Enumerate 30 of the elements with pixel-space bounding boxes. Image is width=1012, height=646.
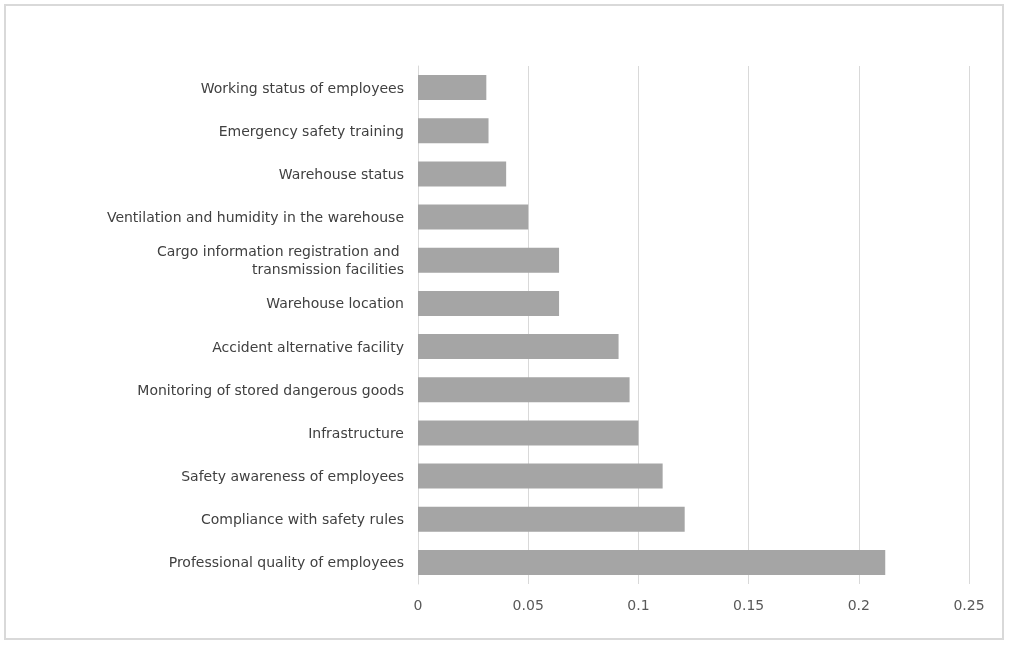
bar xyxy=(418,420,639,446)
x-tick-label: 0 xyxy=(413,597,423,613)
y-tick-label: Infrastructure xyxy=(308,424,404,441)
y-tick-label: Ventilation and humidity in the warehouse xyxy=(106,209,404,226)
bar xyxy=(418,118,489,144)
bar xyxy=(418,506,685,532)
x-tick-label: 0.15 xyxy=(733,597,765,613)
y-tick-label: Working status of employees xyxy=(200,79,404,96)
x-tick-label: 0.2 xyxy=(847,597,870,613)
bar xyxy=(418,290,560,316)
bar xyxy=(418,549,886,575)
y-tick-label: Monitoring of stored dangerous goods xyxy=(137,381,404,398)
y-tick-label: Professional quality of employees xyxy=(168,554,404,571)
bar xyxy=(418,75,487,101)
y-tick-label: Cargo information registration and transmission facilities xyxy=(156,243,404,278)
y-tick-label: Compliance with safety rules xyxy=(200,511,404,528)
bar xyxy=(418,161,507,187)
bar xyxy=(418,463,663,489)
y-tick-label: Safety awareness of employees xyxy=(181,468,404,485)
bar xyxy=(418,334,619,360)
x-tick-label: 0.1 xyxy=(627,597,650,613)
bar xyxy=(418,204,529,230)
y-tick-label: Emergency safety training xyxy=(218,122,404,139)
bar xyxy=(418,247,560,273)
y-tick-label: Warehouse location xyxy=(266,295,404,312)
x-tick-label: 0.25 xyxy=(953,597,985,613)
bar xyxy=(418,377,630,403)
x-tick-label: 0.05 xyxy=(512,597,544,613)
y-tick-label: Accident alternative facility xyxy=(212,338,404,355)
y-tick-label: Warehouse status xyxy=(278,165,404,182)
